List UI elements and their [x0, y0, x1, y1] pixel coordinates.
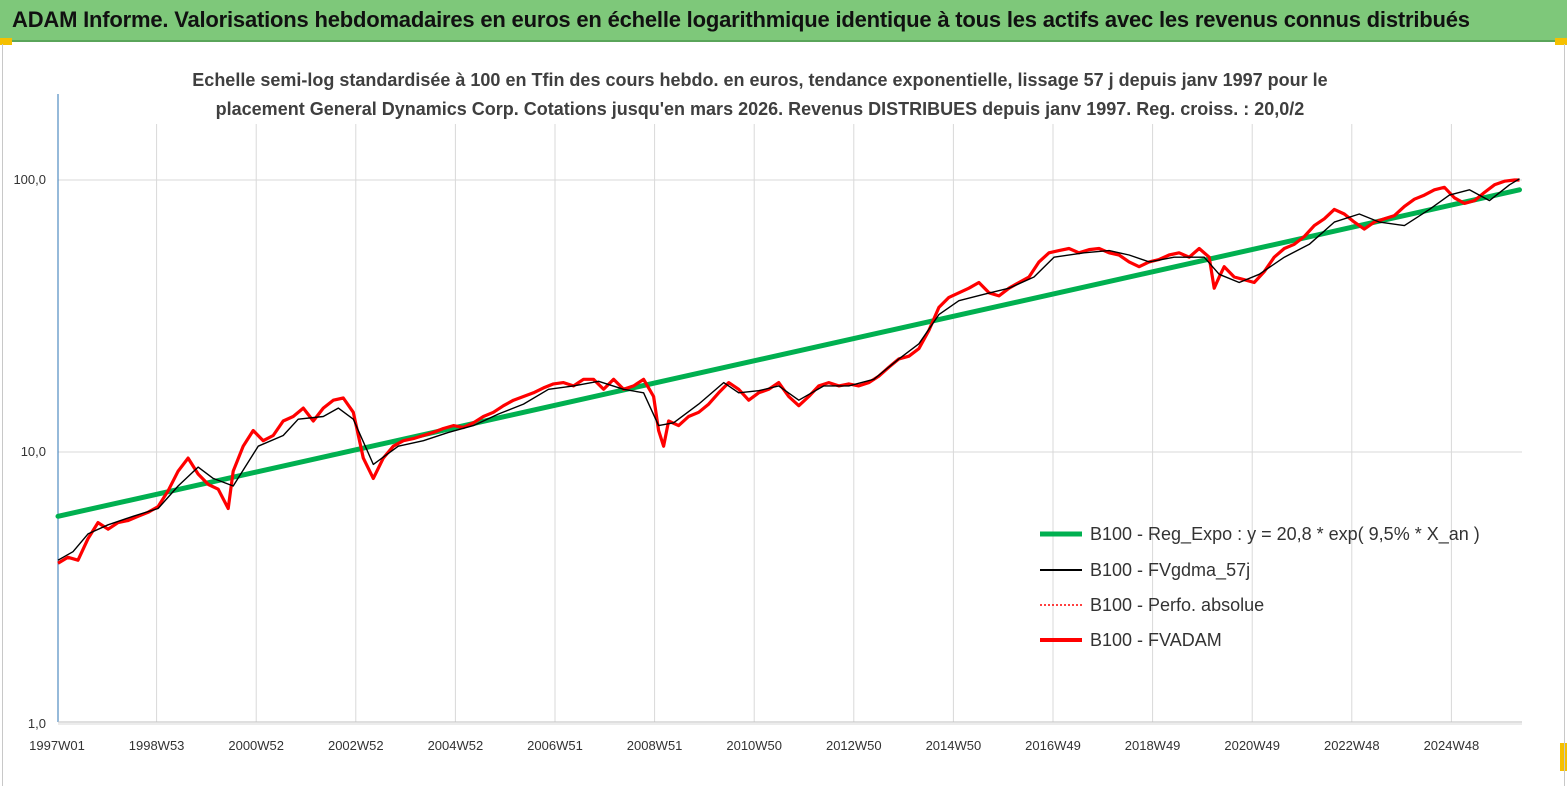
- legend-label: B100 - Perfo. absolue: [1090, 595, 1264, 615]
- series-reg-expo-line: [55, 187, 1522, 519]
- x-tick-label: 1997W01: [29, 738, 85, 753]
- corner-mark-top-right: [1555, 38, 1567, 45]
- x-tick-label: 2012W50: [826, 738, 882, 753]
- legend-label: B100 - Reg_Expo : y = 20,8 * exp( 9,5% *…: [1090, 524, 1480, 545]
- corner-mark-top-left: [0, 38, 12, 45]
- report-title: ADAM Informe. Valorisations hebdomadaire…: [12, 7, 1470, 32]
- chart-frame: [2, 44, 1565, 786]
- x-tick-label: 2020W49: [1224, 738, 1280, 753]
- x-tick-label: 2014W50: [926, 738, 982, 753]
- y-tick-label: 100,0: [13, 172, 46, 187]
- x-tick-label: 2002W52: [328, 738, 384, 753]
- x-tick-label: 2016W49: [1025, 738, 1081, 753]
- grid: [58, 124, 1522, 725]
- legend-item-fvadam: B100 - FVADAM: [1040, 630, 1222, 650]
- y-tick-label: 1,0: [28, 716, 46, 731]
- legend-item-perfo: B100 - Perfo. absolue: [1040, 595, 1264, 615]
- x-tick-label: 2024W48: [1424, 738, 1480, 753]
- series-fvgdma-line: [57, 178, 1520, 561]
- corner-mark-bottom-right: [1560, 743, 1567, 771]
- x-tick-label: 2010W50: [726, 738, 782, 753]
- legend-item-reg-expo: B100 - Reg_Expo : y = 20,8 * exp( 9,5% *…: [1040, 524, 1480, 545]
- legend-label: B100 - FVgdma_57j: [1090, 560, 1250, 581]
- x-tick-label: 2000W52: [228, 738, 284, 753]
- axes: 1997W01 1998W53 2000W52 2002W52 2004W52 2006W…: [13, 94, 1522, 753]
- legend: B100 - Reg_Expo : y = 20,8 * exp( 9,5% *…: [1040, 524, 1480, 650]
- chart-title: Echelle semi-log standardisée à 100 en T…: [192, 70, 1328, 119]
- legend-label: B100 - FVADAM: [1090, 630, 1222, 650]
- x-tick-label: 2008W51: [627, 738, 683, 753]
- report-banner: ADAM Informe. Valorisations hebdomadaire…: [0, 0, 1567, 42]
- series-lines: [55, 178, 1522, 565]
- y-tick-label: 10,0: [21, 444, 46, 459]
- series-fvadam-line: [57, 178, 1520, 565]
- x-tick-label: 2018W49: [1125, 738, 1181, 753]
- x-tick-label: 2006W51: [527, 738, 583, 753]
- x-tick-label: 2004W52: [428, 738, 484, 753]
- x-tick-label: 1998W53: [129, 738, 185, 753]
- x-tick-label: 2022W48: [1324, 738, 1380, 753]
- legend-item-fvgdma: B100 - FVgdma_57j: [1040, 560, 1250, 581]
